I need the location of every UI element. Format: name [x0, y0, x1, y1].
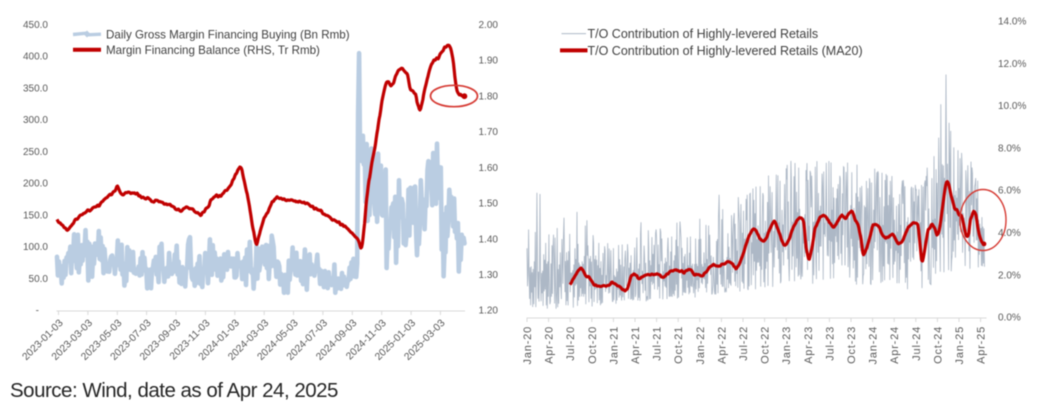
svg-text:8.0%: 8.0%	[998, 143, 1021, 154]
svg-text:2.0%: 2.0%	[998, 270, 1021, 281]
svg-text:T/O Contribution of Highly-lev: T/O Contribution of Highly-levered Retai…	[588, 27, 819, 41]
svg-text:100.0: 100.0	[23, 242, 48, 253]
svg-text:450.0: 450.0	[23, 20, 48, 31]
svg-text:Jul-20: Jul-20	[565, 326, 577, 361]
svg-text:Oct-20: Oct-20	[587, 326, 599, 364]
svg-text:10.0%: 10.0%	[998, 101, 1026, 112]
svg-text:0.0%: 0.0%	[998, 313, 1021, 324]
svg-text:1.70: 1.70	[479, 127, 499, 138]
svg-text:1.40: 1.40	[479, 234, 499, 245]
svg-text:Jan-22: Jan-22	[695, 326, 707, 364]
svg-text:Oct-21: Oct-21	[673, 326, 685, 364]
svg-text:Apr-21: Apr-21	[630, 326, 642, 364]
svg-text:Oct-22: Oct-22	[760, 326, 772, 364]
svg-text:Oct-24: Oct-24	[932, 326, 944, 364]
svg-text:350.0: 350.0	[23, 83, 48, 94]
svg-text:1.80: 1.80	[479, 91, 499, 102]
svg-text:Jul-23: Jul-23	[824, 326, 836, 361]
svg-text:Jan-23: Jan-23	[781, 326, 793, 364]
svg-text:Apr-23: Apr-23	[803, 326, 815, 364]
svg-text:Daily Gross Margin Financing B: Daily Gross Margin Financing Buying (Bn …	[106, 29, 350, 42]
svg-text:Jan-24: Jan-24	[868, 326, 880, 364]
svg-text:1.60: 1.60	[479, 163, 499, 174]
svg-text:Jul-22: Jul-22	[738, 326, 750, 361]
svg-text:1.30: 1.30	[479, 270, 499, 281]
svg-text:T/O Contribution of Highly-lev: T/O Contribution of Highly-levered Retai…	[588, 44, 863, 58]
svg-text:Jan-20: Jan-20	[522, 326, 534, 364]
svg-text:Oct-23: Oct-23	[846, 326, 858, 364]
svg-text:Margin Financing Balance (RHS,: Margin Financing Balance (RHS, Tr Rmb)	[106, 44, 320, 57]
svg-text:400.0: 400.0	[23, 52, 48, 63]
svg-text:Apr-22: Apr-22	[716, 326, 728, 364]
svg-text:2.00: 2.00	[479, 20, 499, 31]
svg-text:Jul-21: Jul-21	[652, 326, 664, 361]
svg-text:-: -	[36, 306, 39, 317]
svg-text:1.20: 1.20	[479, 306, 499, 317]
svg-text:14.0%: 14.0%	[998, 17, 1026, 28]
svg-text:Jan-25: Jan-25	[954, 326, 966, 364]
svg-text:250.0: 250.0	[23, 147, 48, 158]
svg-text:Jul-24: Jul-24	[911, 326, 923, 361]
svg-text:200.0: 200.0	[23, 179, 48, 190]
svg-text:300.0: 300.0	[23, 115, 48, 126]
svg-text:6.0%: 6.0%	[998, 186, 1021, 197]
svg-text:4.0%: 4.0%	[998, 228, 1021, 239]
svg-text:1.50: 1.50	[479, 199, 499, 210]
svg-text:Jan-21: Jan-21	[608, 326, 620, 364]
svg-text:Apr-25: Apr-25	[976, 326, 988, 364]
svg-text:50.0: 50.0	[29, 274, 49, 285]
svg-text:Apr-24: Apr-24	[889, 326, 901, 364]
svg-text:1.90: 1.90	[479, 56, 499, 67]
svg-text:12.0%: 12.0%	[998, 59, 1026, 70]
svg-text:Apr-20: Apr-20	[544, 326, 556, 364]
svg-text:150.0: 150.0	[23, 210, 48, 221]
